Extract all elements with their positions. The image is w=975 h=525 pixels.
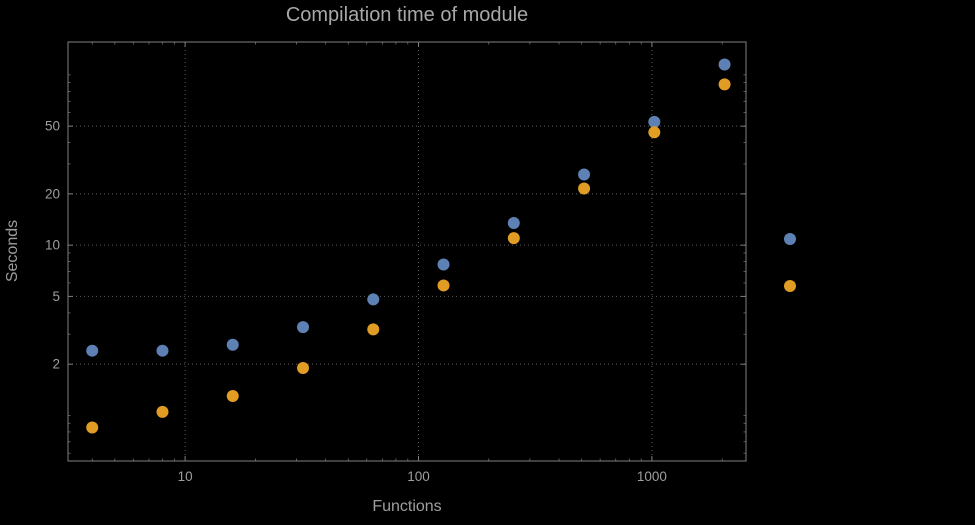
data-point-orange bbox=[367, 323, 380, 336]
data-point-orange bbox=[226, 390, 239, 403]
y-tick-label: 5 bbox=[52, 289, 60, 304]
data-point-orange bbox=[297, 361, 310, 374]
y-axis-label: Seconds bbox=[4, 219, 21, 283]
data-point-blue bbox=[86, 344, 99, 357]
data-point-blue bbox=[437, 258, 450, 271]
legend-marker bbox=[784, 233, 796, 245]
data-point-orange bbox=[648, 126, 661, 139]
x-tick-label: 10 bbox=[178, 469, 193, 484]
y-tick-label: 20 bbox=[45, 186, 60, 201]
data-point-blue bbox=[367, 293, 380, 306]
data-point-blue bbox=[718, 58, 731, 71]
data-point-blue bbox=[578, 168, 591, 181]
y-tick-label: 10 bbox=[45, 238, 60, 253]
chart-title: Compilation time of module bbox=[285, 4, 529, 26]
data-point-orange bbox=[507, 232, 520, 245]
y-tick-label: 50 bbox=[45, 119, 60, 134]
data-point-orange bbox=[156, 405, 169, 418]
data-point-blue bbox=[648, 115, 661, 128]
x-tick-label: 1000 bbox=[637, 469, 667, 484]
y-tick-label: 2 bbox=[52, 357, 60, 372]
data-point-blue bbox=[297, 321, 310, 334]
data-point-blue bbox=[226, 338, 239, 351]
data-point-blue bbox=[156, 344, 169, 357]
data-point-orange bbox=[437, 279, 450, 292]
data-point-blue bbox=[507, 216, 520, 229]
data-point-orange bbox=[86, 421, 99, 434]
x-axis-label: Functions bbox=[372, 498, 442, 515]
legend-marker bbox=[784, 280, 796, 292]
plot-frame bbox=[67, 41, 747, 462]
x-tick-label: 100 bbox=[407, 469, 430, 484]
data-point-orange bbox=[578, 182, 591, 195]
data-point-orange bbox=[718, 78, 731, 91]
